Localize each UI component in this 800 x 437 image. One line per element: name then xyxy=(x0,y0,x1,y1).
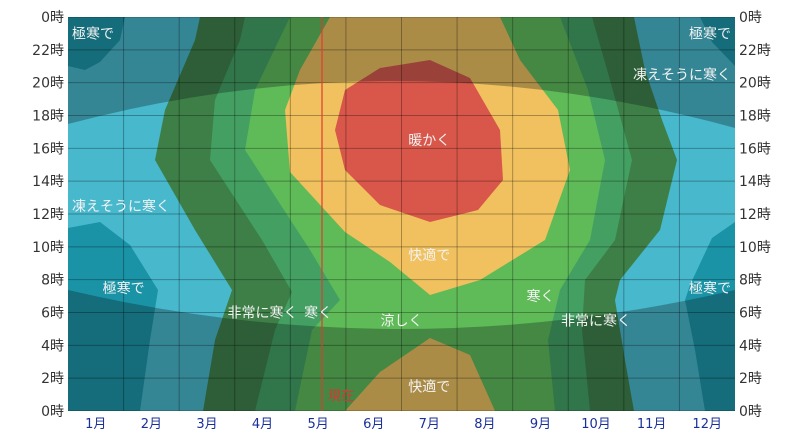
y-tick-label-left: 0時 xyxy=(41,10,64,26)
y-tick-label-left: 8時 xyxy=(41,273,64,289)
zone-extreme-cold-bottom-left xyxy=(68,222,158,411)
zone-label: 極寒で xyxy=(103,280,145,297)
x-tick-label: 9月 xyxy=(530,417,551,432)
zone-extreme-cold-top-right xyxy=(700,17,735,66)
y-tick-label-right: 12時 xyxy=(739,207,771,223)
zone-extreme-cold-bottom-right xyxy=(685,222,735,411)
zone-label: 極寒で xyxy=(689,280,731,297)
y-tick-label-right: 4時 xyxy=(739,338,762,354)
x-tick-label: 7月 xyxy=(419,417,440,432)
y-tick-label-right: 18時 xyxy=(739,109,771,125)
zone-label: 凍えそうに寒く xyxy=(72,198,170,215)
zone-label: 寒く xyxy=(526,288,554,305)
x-axis: 1月 2月 3月 4月 5月 6月 7月 8月 9月 10月 11月 12月 xyxy=(85,417,722,432)
y-axis-left: 0時 2時 4時 6時 8時 10時 12時 14時 16時 18時 20時 22時 0時 xyxy=(32,10,64,420)
x-tick-label: 4月 xyxy=(252,417,273,432)
x-tick-label: 2月 xyxy=(141,417,162,432)
y-tick-label-left: 10時 xyxy=(32,240,64,256)
x-tick-label: 8月 xyxy=(474,417,495,432)
x-tick-label: 5月 xyxy=(307,417,328,432)
zone-label: 快適で xyxy=(408,378,450,395)
zone-label: 極寒で xyxy=(72,25,114,42)
y-tick-label-left: 20時 xyxy=(32,76,64,92)
y-tick-label-left: 6時 xyxy=(41,306,64,322)
zone-label: 涼しく xyxy=(381,314,423,330)
y-tick-label-right: 0時 xyxy=(739,10,762,26)
zone-comfortable-bottom xyxy=(345,338,495,411)
x-tick-label: 11月 xyxy=(637,417,667,432)
zone-label: 凍えそうに寒く xyxy=(633,66,731,83)
y-tick-label-left: 4時 xyxy=(41,338,64,354)
y-tick-label-right: 14時 xyxy=(739,174,771,190)
x-tick-label: 12月 xyxy=(692,417,722,432)
y-tick-label-left: 22時 xyxy=(32,43,64,59)
zone-warm xyxy=(335,60,503,222)
y-tick-label-left: 12時 xyxy=(32,207,64,223)
y-tick-label-right: 8時 xyxy=(739,273,762,289)
zone-label: 極寒で xyxy=(689,25,731,42)
x-tick-label: 1月 xyxy=(85,417,106,432)
x-tick-label: 3月 xyxy=(196,417,217,432)
x-tick-label: 10月 xyxy=(581,417,611,432)
zone-label: 非常に寒く xyxy=(561,313,631,330)
x-tick-label: 6月 xyxy=(363,417,384,432)
night-overlay-morning xyxy=(68,290,735,411)
y-tick-label-right: 20時 xyxy=(739,76,771,92)
zone-extreme-cold-top-left xyxy=(68,17,125,70)
grid xyxy=(68,17,735,411)
y-tick-label-left: 14時 xyxy=(32,174,64,190)
y-tick-label-right: 22時 xyxy=(739,43,771,59)
y-tick-label-right: 6時 xyxy=(739,306,762,322)
y-tick-label-left: 16時 xyxy=(32,141,64,157)
y-axis-right: 0時 2時 4時 6時 8時 10時 12時 14時 16時 18時 20時 22時 0時 xyxy=(739,10,771,420)
plot-area xyxy=(68,17,735,411)
y-tick-label-right: 16時 xyxy=(739,141,771,157)
current-marker-label: 現在 xyxy=(328,389,354,404)
y-tick-label-left: 18時 xyxy=(32,109,64,125)
zone-label: 暖かく xyxy=(408,133,450,149)
y-tick-label-right: 0時 xyxy=(739,404,762,420)
y-tick-label-right: 2時 xyxy=(739,371,762,387)
zone-label: 寒く xyxy=(304,305,332,322)
y-tick-label-left: 0時 xyxy=(41,404,64,420)
y-tick-label-right: 10時 xyxy=(739,240,771,256)
night-overlay-evening xyxy=(68,17,735,128)
y-tick-label-left: 2時 xyxy=(41,371,64,387)
zone-label: 快適で xyxy=(408,247,450,264)
zone-label: 非常に寒く xyxy=(228,305,298,322)
